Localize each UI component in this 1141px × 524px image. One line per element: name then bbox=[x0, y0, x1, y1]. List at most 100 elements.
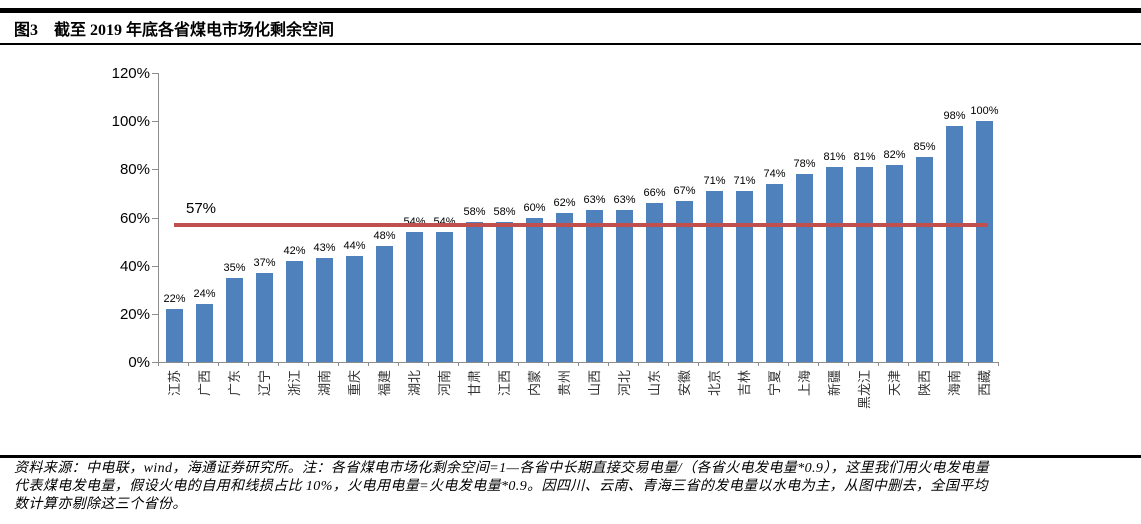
bar bbox=[406, 231, 423, 362]
y-tick-label: 80% bbox=[119, 161, 150, 179]
x-tick bbox=[938, 362, 939, 366]
bar bbox=[556, 212, 573, 362]
x-tick bbox=[758, 362, 759, 366]
bar bbox=[856, 166, 873, 362]
x-category-label: 广西 bbox=[196, 370, 212, 397]
x-category-label: 上海 bbox=[796, 370, 812, 397]
x-category-label: 天津 bbox=[886, 370, 902, 397]
y-tick bbox=[152, 121, 158, 123]
bar-value-label: 74% bbox=[763, 167, 786, 180]
bar-value-label: 85% bbox=[913, 141, 936, 154]
bar bbox=[526, 217, 543, 362]
bar-value-label: 42% bbox=[283, 244, 306, 257]
bar bbox=[706, 191, 723, 362]
bar-value-label: 81% bbox=[853, 150, 876, 163]
figure-number: 图3 bbox=[14, 22, 39, 39]
bar-value-label: 98% bbox=[943, 109, 966, 122]
figure-title-text: 截至 2019 年底各省煤电市场化剩余空间 bbox=[54, 22, 335, 39]
source-note: 资料来源：中电联，wind，海通证券研究所。注：各省煤电市场化剩余空间=1—各省… bbox=[14, 460, 1127, 514]
x-category-label: 贵州 bbox=[556, 370, 572, 397]
x-category-label: 新疆 bbox=[826, 370, 842, 397]
bar-value-label: 63% bbox=[613, 194, 636, 207]
x-category-label: 辽宁 bbox=[256, 370, 272, 397]
x-category-label: 安徽 bbox=[676, 370, 692, 397]
bar bbox=[286, 260, 303, 362]
bar bbox=[496, 222, 513, 362]
x-tick bbox=[878, 362, 879, 366]
x-category-label: 陕西 bbox=[916, 370, 932, 397]
y-tick bbox=[152, 217, 158, 219]
source-note-line-1: 资料来源：中电联，wind，海通证券研究所。注：各省煤电市场化剩余空间=1—各省… bbox=[14, 461, 990, 476]
bar-value-label: 37% bbox=[253, 256, 276, 269]
x-category-label: 西藏 bbox=[976, 370, 992, 397]
x-category-label: 广东 bbox=[226, 370, 242, 397]
x-tick bbox=[338, 362, 339, 366]
x-tick bbox=[818, 362, 819, 366]
bar-value-label: 82% bbox=[883, 148, 906, 161]
bar-value-label: 43% bbox=[313, 242, 336, 255]
y-tick-label: 60% bbox=[119, 209, 150, 227]
x-category-label: 内蒙 bbox=[526, 370, 542, 397]
x-tick bbox=[638, 362, 639, 366]
bar bbox=[976, 121, 993, 362]
bar-value-label: 22% bbox=[163, 293, 186, 306]
x-category-label: 黑龙江 bbox=[856, 370, 872, 410]
y-tick bbox=[152, 362, 158, 363]
x-category-label: 福建 bbox=[376, 370, 392, 397]
y-tick bbox=[152, 169, 158, 171]
source-note-line-3: 数计算亦剔除这三个省份。 bbox=[14, 497, 187, 512]
bar bbox=[256, 272, 273, 362]
y-axis-line bbox=[158, 73, 159, 363]
x-tick bbox=[278, 362, 279, 366]
x-tick bbox=[968, 362, 969, 366]
bar-value-label: 58% bbox=[493, 206, 516, 219]
bar bbox=[466, 222, 483, 362]
x-tick bbox=[998, 362, 999, 366]
bar bbox=[916, 157, 933, 362]
bar-value-label: 67% bbox=[673, 184, 696, 197]
x-category-label: 吉林 bbox=[736, 370, 752, 397]
bar-value-label: 24% bbox=[193, 288, 216, 301]
average-line bbox=[174, 222, 988, 227]
bar bbox=[676, 200, 693, 362]
x-category-label: 河南 bbox=[436, 370, 452, 397]
x-tick bbox=[398, 362, 399, 366]
x-category-label: 江西 bbox=[496, 370, 512, 397]
x-category-label: 山东 bbox=[646, 370, 662, 397]
bar-value-label: 78% bbox=[793, 158, 816, 171]
x-tick bbox=[488, 362, 489, 366]
bar-value-label: 58% bbox=[463, 206, 486, 219]
x-tick bbox=[698, 362, 699, 366]
bar bbox=[826, 166, 843, 362]
bar bbox=[616, 210, 633, 362]
bar bbox=[886, 164, 903, 362]
bar-value-label: 81% bbox=[823, 150, 846, 163]
x-tick bbox=[428, 362, 429, 366]
y-tick-label: 0% bbox=[128, 354, 150, 371]
x-category-label: 山西 bbox=[586, 370, 602, 397]
footer-rule bbox=[0, 455, 1141, 458]
top-rule bbox=[0, 8, 1141, 13]
bar-value-label: 71% bbox=[703, 175, 726, 187]
bar-value-label: 44% bbox=[343, 240, 366, 253]
source-note-line-2: 代表煤电发电量，假设火电的自用和线损占比 10%，火电用电量=火电发电量*0.9… bbox=[14, 479, 988, 494]
x-tick bbox=[158, 362, 159, 366]
x-category-label: 宁夏 bbox=[766, 370, 782, 397]
title-underline bbox=[0, 43, 1141, 45]
x-tick bbox=[908, 362, 909, 366]
x-tick bbox=[548, 362, 549, 366]
x-tick bbox=[218, 362, 219, 366]
y-tick-label: 100% bbox=[111, 113, 150, 131]
bar bbox=[436, 231, 453, 362]
x-category-label: 江苏 bbox=[166, 370, 182, 397]
bar bbox=[226, 277, 243, 362]
x-category-label: 浙江 bbox=[286, 370, 302, 397]
average-line-label: 57% bbox=[186, 199, 217, 217]
bar bbox=[796, 174, 813, 362]
bar-value-label: 66% bbox=[643, 187, 666, 200]
x-tick bbox=[308, 362, 309, 366]
bar-value-label: 48% bbox=[373, 230, 396, 243]
bar bbox=[646, 203, 663, 362]
x-category-label: 海南 bbox=[946, 370, 962, 397]
